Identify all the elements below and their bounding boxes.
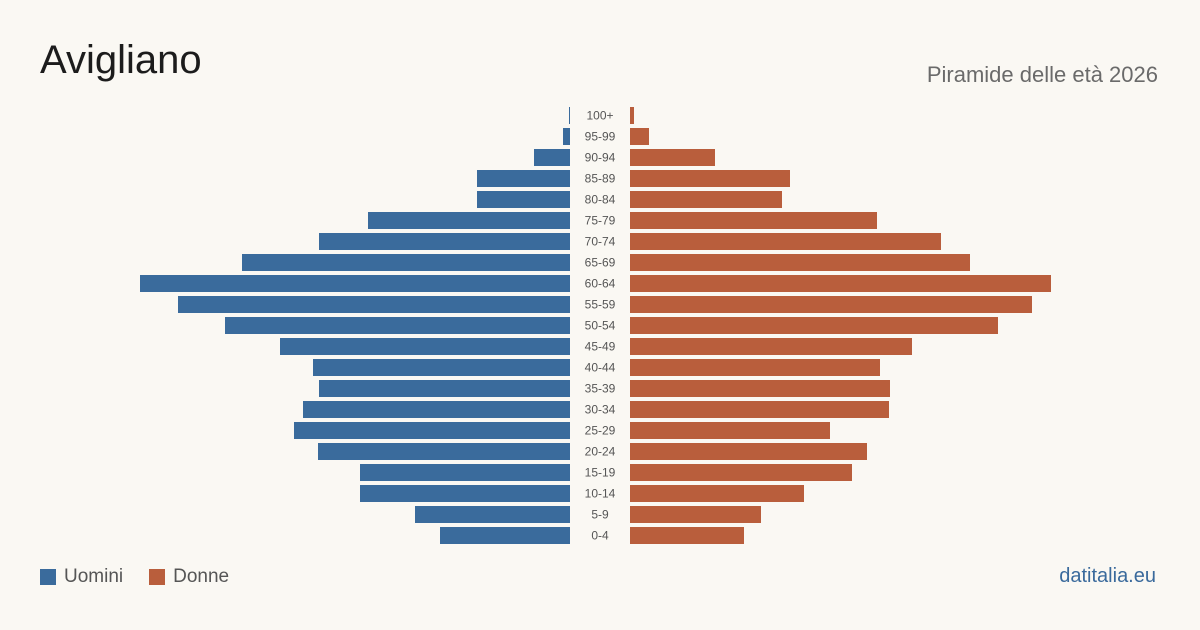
bar-men-85-89	[477, 170, 570, 187]
bar-men-15-19	[360, 464, 570, 481]
age-label-100+: 100+	[586, 109, 613, 123]
age-label-90-94: 90-94	[585, 151, 616, 165]
legend-label-women: Donne	[173, 566, 230, 587]
bar-men-40-44	[313, 359, 570, 376]
bar-women-80-84	[630, 191, 782, 208]
age-label-20-24: 20-24	[585, 445, 616, 459]
bar-women-100+	[630, 107, 634, 124]
age-label-65-69: 65-69	[585, 256, 616, 270]
age-label-5-9: 5-9	[591, 508, 609, 522]
age-label-25-29: 25-29	[585, 424, 616, 438]
age-label-70-74: 70-74	[585, 235, 616, 249]
bar-men-55-59	[178, 296, 570, 313]
bar-men-100+	[569, 107, 570, 124]
legend-item-men: Uomini	[40, 566, 123, 588]
bar-men-95-99	[563, 128, 570, 145]
age-label-75-79: 75-79	[585, 214, 616, 228]
chart-title: Avigliano	[40, 38, 202, 82]
bar-women-15-19	[630, 464, 852, 481]
age-label-30-34: 30-34	[585, 403, 616, 417]
bar-men-65-69	[242, 254, 570, 271]
bar-men-35-39	[319, 380, 570, 397]
bar-men-90-94	[534, 149, 570, 166]
age-label-80-84: 80-84	[585, 193, 616, 207]
bar-women-55-59	[630, 296, 1032, 313]
bar-men-30-34	[303, 401, 570, 418]
bar-men-5-9	[415, 506, 570, 523]
bar-men-0-4	[440, 527, 570, 544]
bar-women-45-49	[630, 338, 912, 355]
age-label-15-19: 15-19	[585, 466, 616, 480]
bar-women-70-74	[630, 233, 941, 250]
bar-men-10-14	[360, 485, 570, 502]
bar-men-50-54	[225, 317, 570, 334]
bar-women-65-69	[630, 254, 970, 271]
bar-men-45-49	[280, 338, 570, 355]
age-label-85-89: 85-89	[585, 172, 616, 186]
bar-women-35-39	[630, 380, 890, 397]
bar-women-30-34	[630, 401, 889, 418]
bar-women-75-79	[630, 212, 877, 229]
legend: Uomini Donne	[40, 566, 255, 588]
source-link[interactable]: datitalia.eu	[1059, 565, 1156, 587]
bar-women-95-99	[630, 128, 649, 145]
bar-men-60-64	[140, 275, 570, 292]
bar-women-85-89	[630, 170, 790, 187]
bar-men-20-24	[318, 443, 570, 460]
age-label-95-99: 95-99	[585, 130, 616, 144]
age-label-40-44: 40-44	[585, 361, 616, 375]
bar-women-25-29	[630, 422, 830, 439]
age-label-0-4: 0-4	[591, 529, 609, 543]
bar-women-90-94	[630, 149, 715, 166]
bar-women-40-44	[630, 359, 880, 376]
bar-men-70-74	[319, 233, 570, 250]
bar-women-0-4	[630, 527, 744, 544]
bar-women-5-9	[630, 506, 761, 523]
bar-women-60-64	[630, 275, 1051, 292]
age-label-60-64: 60-64	[585, 277, 616, 291]
age-label-55-59: 55-59	[585, 298, 616, 312]
age-label-10-14: 10-14	[585, 487, 616, 501]
chart-subtitle: Piramide delle età 2026	[926, 62, 1158, 87]
bar-women-50-54	[630, 317, 998, 334]
age-label-35-39: 35-39	[585, 382, 616, 396]
age-label-50-54: 50-54	[585, 319, 616, 333]
bar-women-10-14	[630, 485, 804, 502]
legend-swatch-men	[40, 569, 56, 585]
legend-item-women: Donne	[149, 566, 229, 588]
legend-swatch-women	[149, 569, 166, 585]
bar-men-80-84	[477, 191, 570, 208]
bar-women-20-24	[630, 443, 867, 460]
bar-men-25-29	[294, 422, 570, 439]
bar-men-75-79	[368, 212, 570, 229]
age-label-45-49: 45-49	[585, 340, 616, 354]
legend-label-men: Uomini	[64, 566, 124, 587]
